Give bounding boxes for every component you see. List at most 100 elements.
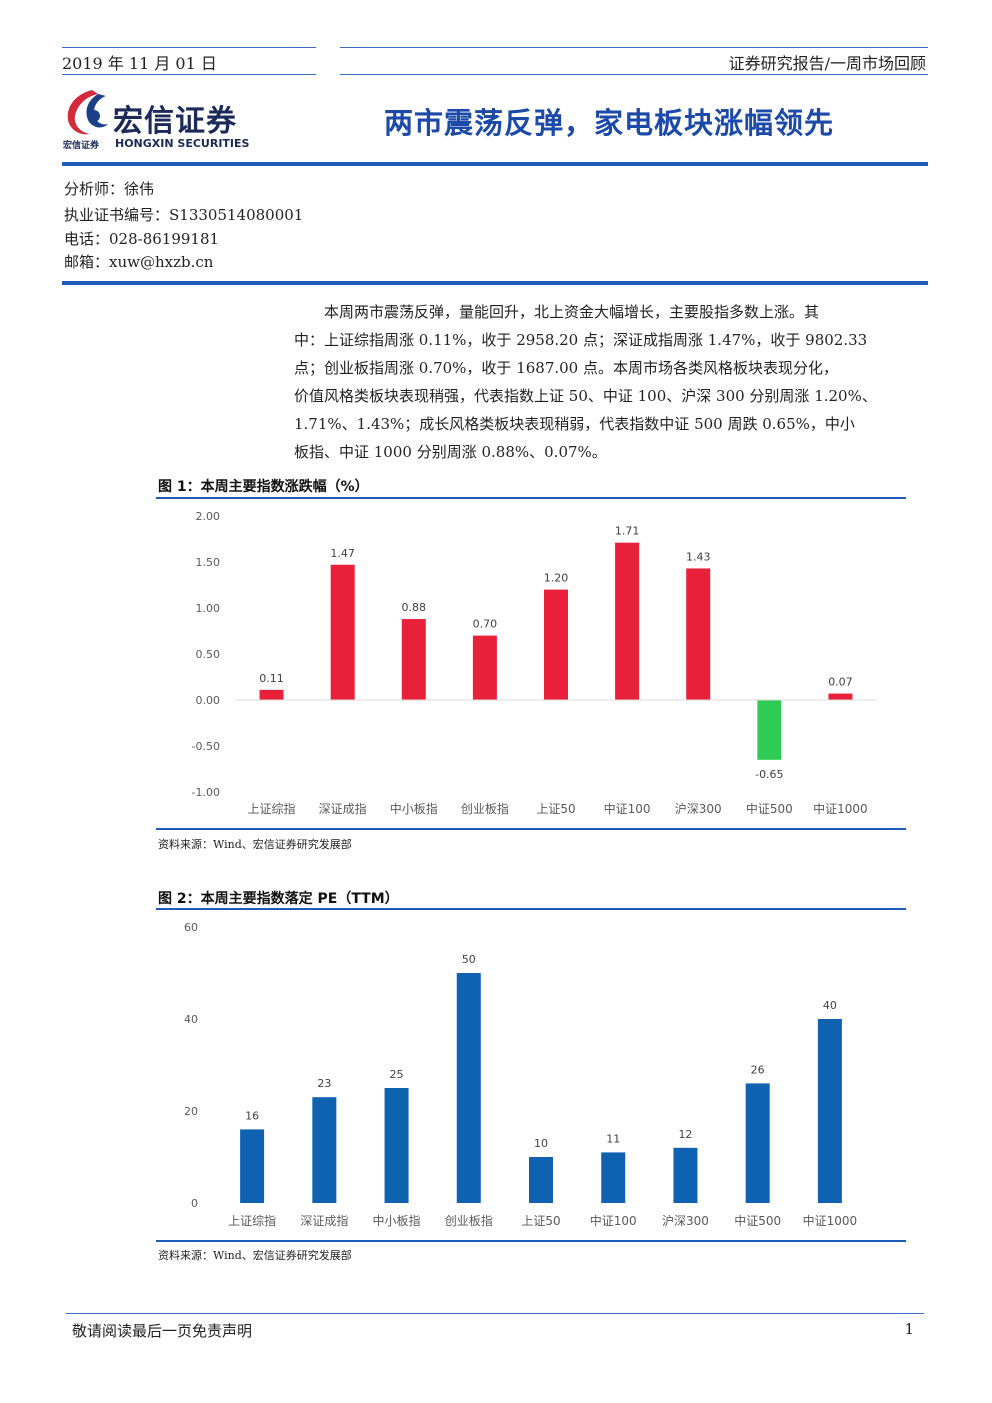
bar xyxy=(686,568,711,700)
bar xyxy=(312,1097,337,1203)
summary-line: 本周两市震荡反弹，量能回升，北上资金大幅增长，主要股指多数上涨。其 xyxy=(324,303,820,321)
header-line-right-top xyxy=(340,47,928,48)
bar xyxy=(472,635,497,700)
bar xyxy=(456,973,481,1203)
logo-name: 宏信证券 xyxy=(113,104,237,139)
figure1-source: 资料来源：Wind、宏信证券研究发展部 xyxy=(158,838,352,851)
header-report-type: 证券研究报告/一周市场回顾 xyxy=(728,54,926,73)
data-label: 1.71 xyxy=(615,525,640,538)
bar xyxy=(817,1019,842,1203)
x-tick-label: 中证500 xyxy=(734,1213,781,1228)
x-tick-label: 中证100 xyxy=(590,1213,637,1228)
header-line-left-bottom xyxy=(62,74,316,75)
y-tick-label: -1.00 xyxy=(192,786,220,799)
y-tick-label: -0.50 xyxy=(192,740,220,753)
bar xyxy=(330,564,355,700)
figure1-top-rule xyxy=(156,497,906,499)
figure1-chart: 2.00 1.50 1.00 0.50 0.00 -0.50 -1.00 0.11 上证综指 1.… xyxy=(192,510,876,816)
y-tick-label: 20 xyxy=(184,1105,198,1118)
title-divider xyxy=(62,162,928,166)
x-tick-label: 沪深300 xyxy=(675,802,722,816)
logo-sub-cn: 宏信证券 xyxy=(63,141,100,151)
x-tick-label: 上证50 xyxy=(521,1214,560,1228)
bar xyxy=(240,1129,265,1203)
bar xyxy=(673,1147,698,1203)
analyst-phone: 电话：028-86199181 xyxy=(64,230,220,248)
x-tick-label: 创业板指 xyxy=(461,801,509,816)
x-tick-label: 上证综指 xyxy=(248,801,296,816)
figure2-chart: 60 40 20 0 16 上证综指 23 深证成指 25 中小板指 50 创业板指 10 上证50 11 中… xyxy=(184,921,858,1228)
data-label: 26 xyxy=(751,1063,765,1076)
x-tick-label: 中证500 xyxy=(746,801,793,816)
y-tick-label: 60 xyxy=(184,921,198,934)
data-label: 12 xyxy=(678,1128,692,1141)
summary-line: 中：上证综指周涨 0.11%，收于 2958.20 点；深证成指周涨 1.47%… xyxy=(294,331,868,349)
analyst-name: 分析师：徐伟 xyxy=(64,180,155,198)
header-line-right-bottom xyxy=(340,74,928,75)
info-divider xyxy=(62,281,928,285)
analyst-email: 邮箱：xuw@hxzb.cn xyxy=(64,253,214,271)
data-label: 0.11 xyxy=(259,672,284,685)
y-tick-label: 0.50 xyxy=(196,648,221,661)
x-tick-label: 沪深300 xyxy=(662,1214,709,1228)
data-label: 23 xyxy=(317,1077,331,1090)
x-tick-label: 上证50 xyxy=(536,802,575,816)
data-label: 1.43 xyxy=(686,550,711,563)
y-tick-label: 1.00 xyxy=(196,602,221,615)
data-label: 25 xyxy=(390,1068,404,1081)
footer-rule xyxy=(66,1313,924,1314)
x-tick-label: 中证100 xyxy=(604,801,651,816)
bar xyxy=(544,589,568,700)
bar xyxy=(259,689,284,700)
data-label: 0.70 xyxy=(473,618,498,631)
header-date: 2019 年 11 月 01 日 xyxy=(62,54,217,73)
y-tick-label: 0.00 xyxy=(196,694,221,707)
x-tick-label: 中证1000 xyxy=(803,1213,858,1228)
footer-disclaimer: 敬请阅读最后一页免责声明 xyxy=(72,1322,253,1340)
summary-line: 板指、中证 1000 分别周涨 0.88%、0.07%。 xyxy=(294,443,607,461)
data-label: 50 xyxy=(462,953,476,966)
data-label: 40 xyxy=(823,999,837,1012)
summary-line: 点；创业板指周涨 0.70%，收于 1687.00 点。本周市场各类风格板块表现… xyxy=(294,359,838,377)
data-label: 16 xyxy=(245,1109,259,1122)
bar xyxy=(757,700,782,760)
y-tick-label: 2.00 xyxy=(196,510,221,523)
data-label: 0.88 xyxy=(402,601,427,614)
x-tick-label: 中小板指 xyxy=(390,801,438,816)
data-label: 1.47 xyxy=(330,547,355,560)
bar xyxy=(384,1088,409,1203)
x-tick-label: 上证综指 xyxy=(228,1213,276,1228)
summary-line: 1.71%、1.43%；成长风格类板块表现稍弱，代表指数中证 500 周跌 0.… xyxy=(294,415,855,433)
hongxin-logo-icon xyxy=(67,90,108,135)
header-line-left-top xyxy=(62,47,316,48)
x-tick-label: 深证成指 xyxy=(300,1213,348,1228)
report-title: 两市震荡反弹，家电板块涨幅领先 xyxy=(384,106,835,140)
data-label: 11 xyxy=(606,1132,620,1145)
bar xyxy=(828,693,853,700)
figure1-bottom-rule xyxy=(156,828,906,830)
bar xyxy=(401,619,426,700)
x-tick-label: 创业板指 xyxy=(445,1213,493,1228)
bar xyxy=(615,542,640,700)
analyst-cert: 执业证书编号：S1330514080001 xyxy=(64,206,304,224)
figure1-title: 图 1：本周主要指数涨跌幅（%） xyxy=(158,479,369,495)
y-tick-label: 40 xyxy=(184,1013,198,1026)
data-label: 0.07 xyxy=(828,676,853,689)
logo-sub-en: HONGXIN SECURITIES xyxy=(115,137,250,150)
figure2-top-rule xyxy=(156,908,906,910)
x-tick-label: 中证1000 xyxy=(813,801,868,816)
bar xyxy=(745,1083,770,1203)
figure2-title: 图 2：本周主要指数落定 PE（TTM） xyxy=(158,891,399,907)
summary-paragraph: 本周两市震荡反弹，量能回升，北上资金大幅增长，主要股指多数上涨。其 中：上证综指… xyxy=(294,298,898,466)
data-label: 1.20 xyxy=(544,572,569,585)
figure2-source: 资料来源：Wind、宏信证券研究发展部 xyxy=(158,1249,352,1262)
bar xyxy=(529,1157,553,1203)
y-tick-label: 1.50 xyxy=(196,556,221,569)
summary-line: 价值风格类板块表现稍强，代表指数上证 50、中证 100、沪深 300 分别周涨… xyxy=(294,387,877,405)
x-tick-label: 中小板指 xyxy=(373,1213,421,1228)
data-label: 10 xyxy=(534,1137,548,1150)
data-label: -0.65 xyxy=(755,768,783,781)
x-tick-label: 深证成指 xyxy=(319,801,367,816)
y-tick-label: 0 xyxy=(191,1197,198,1210)
bar xyxy=(601,1152,626,1203)
